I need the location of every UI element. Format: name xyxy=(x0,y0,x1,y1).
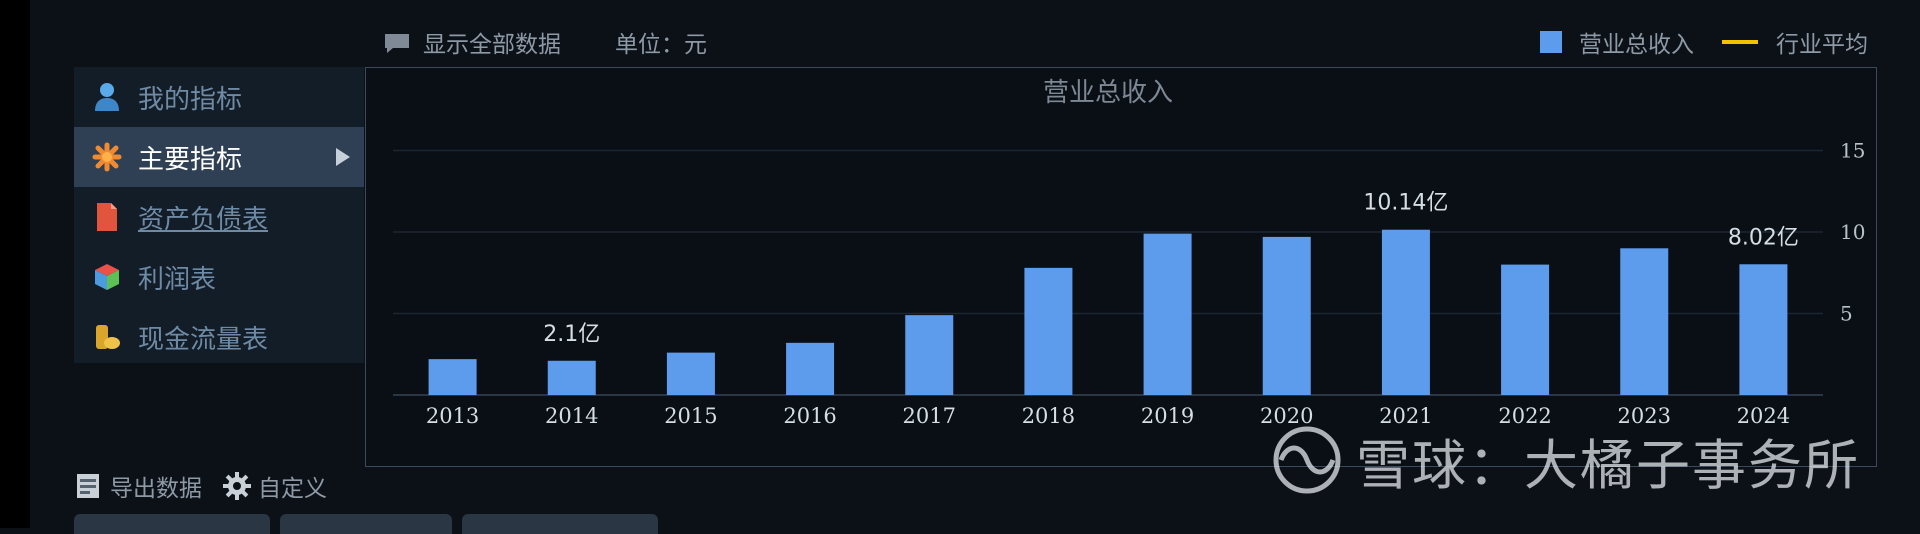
customize-label: 自定义 xyxy=(258,476,327,502)
bar xyxy=(1262,236,1311,395)
bar xyxy=(1381,229,1430,395)
bottom-toolbar: 导出数据 自定义 xyxy=(74,470,327,502)
customize-button[interactable]: 自定义 xyxy=(222,469,327,503)
comment-icon[interactable] xyxy=(383,32,411,53)
sidebar-item-main-indicators[interactable]: 主要指标 xyxy=(74,127,364,187)
sidebar-item-label: 现金流量表 xyxy=(138,324,269,355)
bar xyxy=(1501,264,1550,395)
x-tick-label: 2020 xyxy=(1260,404,1313,428)
bottom-tab-strip xyxy=(74,514,668,534)
sidebar-item-label: 资产负债表 xyxy=(138,204,269,235)
x-tick-label: 2021 xyxy=(1379,404,1432,428)
chart-legend: 营业总收入 行业平均 xyxy=(1540,26,1868,58)
bar xyxy=(1143,233,1192,395)
expand-arrow-icon xyxy=(336,148,350,166)
y-tick-label: 5 xyxy=(1840,302,1853,326)
sidebar-item-cash-flow[interactable]: 现金流量表 xyxy=(74,307,364,367)
show-all-data-toggle[interactable]: 显示全部数据 xyxy=(423,32,561,58)
left-edge-band xyxy=(0,0,30,528)
x-tick-label: 2014 xyxy=(545,404,598,428)
x-tick-label: 2022 xyxy=(1498,404,1551,428)
sidebar-item-label: 我的指标 xyxy=(138,84,243,115)
x-tick-label: 2017 xyxy=(903,404,956,428)
bar xyxy=(905,315,954,395)
sidebar-item-income-statement[interactable]: 利润表 xyxy=(74,247,364,307)
bar xyxy=(1739,264,1788,395)
bar xyxy=(666,352,715,395)
y-tick-label: 10 xyxy=(1840,220,1865,244)
sidebar-item-balance-sheet[interactable]: 资产负债表 xyxy=(74,187,364,247)
x-tick-label: 2023 xyxy=(1618,404,1671,428)
x-tick-label: 2019 xyxy=(1141,404,1194,428)
x-tick-label: 2016 xyxy=(783,404,836,428)
user-icon xyxy=(92,82,122,112)
asterisk-icon xyxy=(92,142,122,172)
data-label: 2.1亿 xyxy=(543,322,600,347)
legend-revenue-label[interactable]: 营业总收入 xyxy=(1579,32,1694,58)
sidebar-item-label: 主要指标 xyxy=(138,144,243,175)
legend-industry-avg-label[interactable]: 行业平均 xyxy=(1776,32,1868,58)
revenue-bar-chart: 营业总收入 5 10 15 2013 2014 2015 2016 2017 2018 2019 20… xyxy=(393,78,1865,428)
bar xyxy=(1024,267,1073,395)
export-data-button[interactable]: 导出数据 xyxy=(110,476,202,502)
data-label: 10.14亿 xyxy=(1363,191,1448,216)
cube-icon xyxy=(92,262,122,292)
data-label: 8.02亿 xyxy=(1728,225,1799,250)
legend-revenue-swatch xyxy=(1540,31,1562,53)
bar xyxy=(428,359,477,395)
indicator-sidebar: 我的指标 主要指标 资产负债表 利润表 现金流量表 xyxy=(74,67,364,363)
sidebar-item-my-indicators[interactable]: 我的指标 xyxy=(74,67,364,127)
bar xyxy=(547,360,596,395)
watermark-text: 雪球：大橘子事务所 xyxy=(1356,433,1860,497)
gear-icon xyxy=(222,471,252,501)
y-tick-label: 15 xyxy=(1840,139,1865,163)
legend-industry-avg-swatch xyxy=(1722,40,1758,44)
export-icon xyxy=(74,471,104,501)
sidebar-item-label: 利润表 xyxy=(138,264,217,295)
x-tick-label: 2013 xyxy=(426,404,479,428)
document-icon xyxy=(92,202,122,232)
x-tick-label: 2018 xyxy=(1022,404,1075,428)
bar xyxy=(786,342,835,395)
bottom-tab[interactable] xyxy=(280,514,452,534)
coins-icon xyxy=(92,322,122,352)
x-tick-label: 2015 xyxy=(664,404,717,428)
x-tick-label: 2024 xyxy=(1737,404,1790,428)
chart-title: 营业总收入 xyxy=(1043,78,1173,108)
bottom-tab[interactable] xyxy=(462,514,658,534)
chart-toolbar: 显示全部数据 单位：元 xyxy=(383,26,707,58)
bottom-tab[interactable] xyxy=(74,514,270,534)
unit-label: 单位：元 xyxy=(615,32,707,58)
bar xyxy=(1620,248,1669,395)
snowball-logo-icon xyxy=(1273,426,1341,494)
watermark: 雪球：大橘子事务所 xyxy=(1272,426,1860,497)
